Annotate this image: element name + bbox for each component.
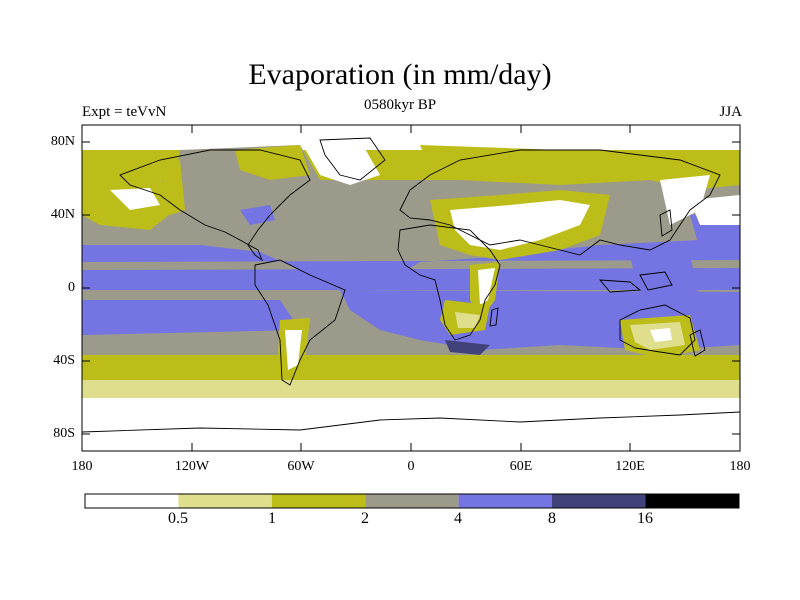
colorbar-label-2: 2 xyxy=(361,510,369,527)
lon-label-0: 0 xyxy=(407,459,415,474)
colorbar-label-8: 8 xyxy=(548,510,556,527)
colorbar-bin-3 xyxy=(271,494,366,508)
colorbar-label-4: 4 xyxy=(454,510,462,527)
lon-label-120w: 120W xyxy=(174,459,210,474)
lat-label-80s: 80S xyxy=(53,426,75,441)
lat-label-40n: 40N xyxy=(50,207,75,222)
evaporation-field xyxy=(82,125,740,451)
colorbar xyxy=(84,493,740,509)
colorbar-label-16: 16 xyxy=(637,510,653,527)
colorbar-bin-5 xyxy=(458,494,552,508)
lon-label-180e: 180 xyxy=(729,459,751,474)
lon-label-180w: 180 xyxy=(71,459,93,474)
colorbar-label-1: 1 xyxy=(268,510,276,527)
colorbar-bin-6 xyxy=(552,494,646,508)
coastlines xyxy=(82,137,740,433)
colorbar-frame xyxy=(84,493,740,509)
colorbar-bin-2 xyxy=(178,494,272,508)
lat-label-80n: 80N xyxy=(50,134,75,149)
colorbar-bin-4 xyxy=(365,494,459,508)
colorbar-label-0-5: 0.5 xyxy=(168,510,188,527)
map-title: Evaporation (in mm/day) xyxy=(248,58,552,91)
map-subtitle-season: JJA xyxy=(719,104,742,120)
lon-label-120e: 120E xyxy=(615,459,645,474)
axis-ticks xyxy=(81,125,741,451)
colorbar-bin-1 xyxy=(85,494,179,508)
lon-label-60w: 60W xyxy=(287,459,315,474)
map-subtitle-experiment: Expt = teVvN xyxy=(82,104,167,120)
map-subtitle-period: 0580kyr BP xyxy=(363,97,437,113)
lat-label-40s: 40S xyxy=(53,353,75,368)
colorbar-bin-7 xyxy=(645,494,739,508)
lon-label-60e: 60E xyxy=(509,459,533,474)
lat-label-0: 0 xyxy=(68,280,75,295)
